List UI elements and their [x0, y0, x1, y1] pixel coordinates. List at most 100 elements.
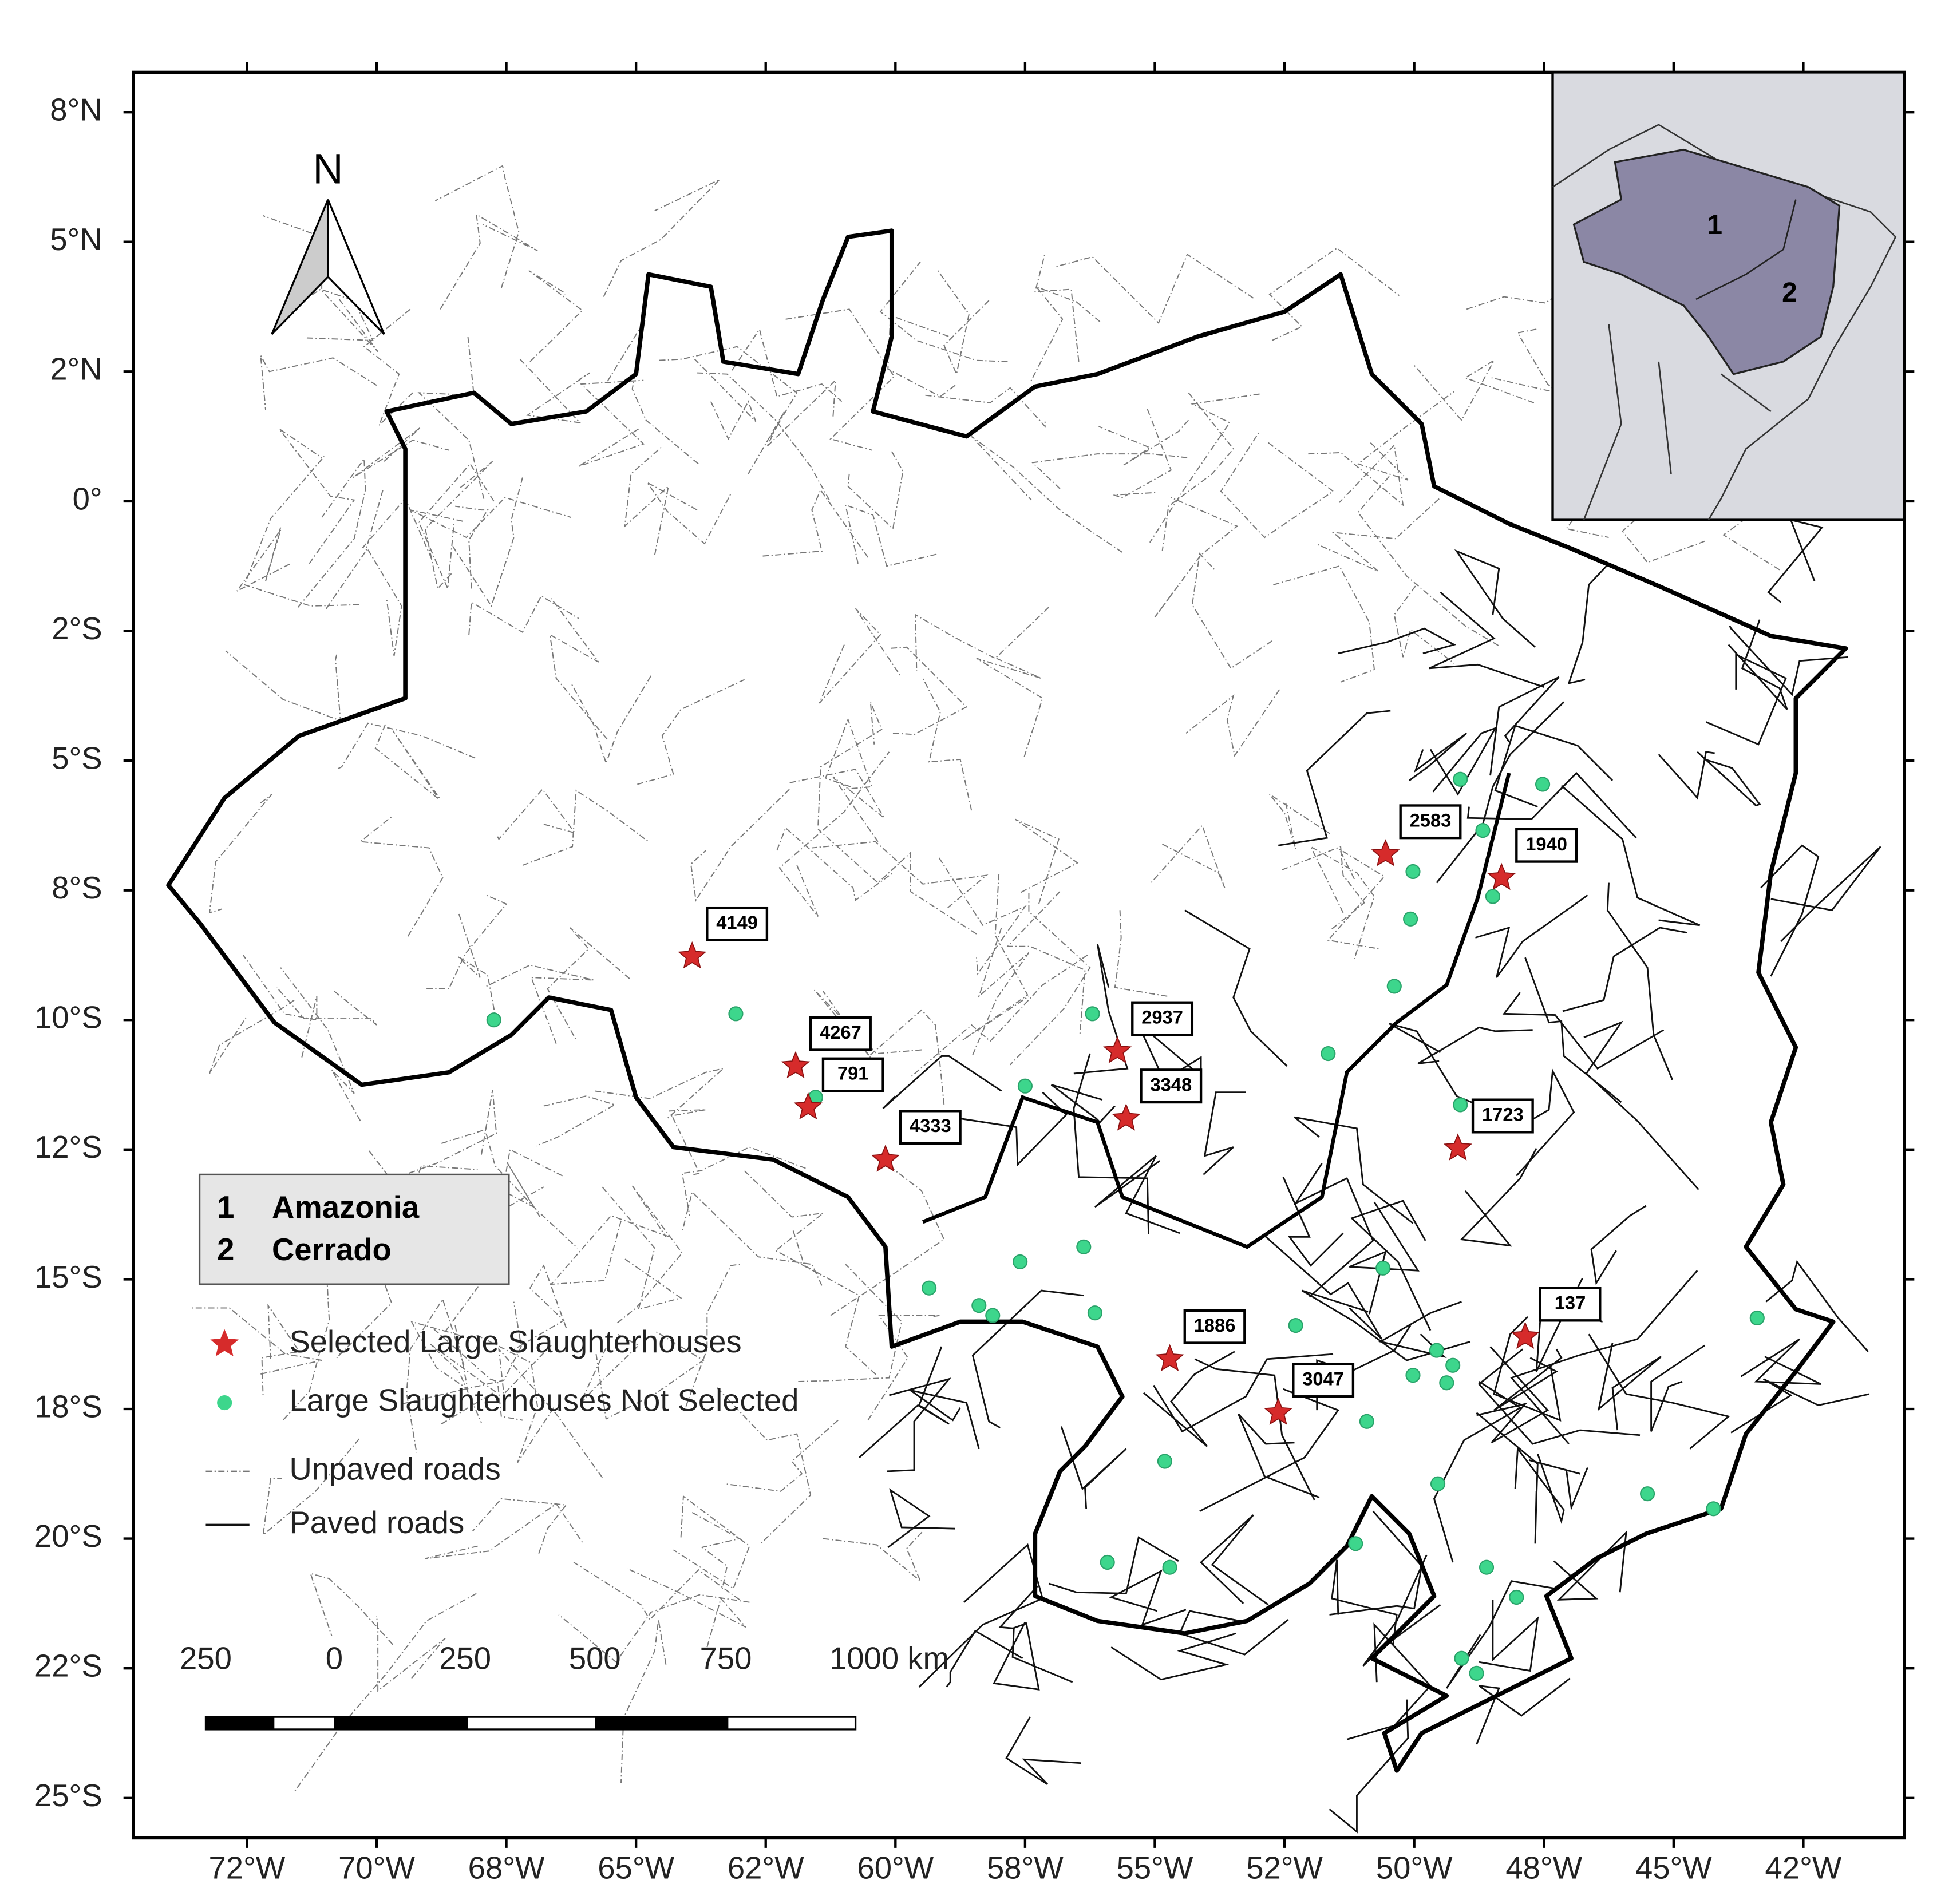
scale-label: 250 [180, 1641, 232, 1676]
selected-slaughterhouse [1487, 862, 1516, 890]
inset-label: 1 [1707, 210, 1722, 240]
inset-continent-lines [1552, 124, 1897, 521]
road [243, 955, 318, 1058]
road [691, 1511, 741, 1590]
other-slaughterhouse [1386, 979, 1402, 994]
slaughterhouse-label: 4267 [820, 1022, 861, 1043]
road [441, 1129, 578, 1249]
road [1010, 893, 1091, 1066]
road [1476, 1346, 1549, 1444]
road [1477, 1348, 1641, 1445]
lon-tick-label: 60°W [857, 1851, 934, 1886]
lon-tick-label: 58°W [987, 1851, 1064, 1886]
lat-tick-label: 8°S [52, 870, 102, 905]
lat-tick-label: 2°S [52, 611, 102, 646]
road [1493, 1348, 1563, 1411]
scale-bar-segment [205, 1717, 275, 1729]
slaughterhouse-label-box [1539, 1287, 1602, 1322]
roads [189, 165, 1881, 1834]
lon-tick-label: 48°W [1505, 1851, 1582, 1886]
road [294, 1593, 477, 1792]
slaughterhouse-label-box [1131, 1001, 1194, 1036]
road [486, 964, 594, 1044]
road [1528, 1459, 1588, 1511]
road [1562, 927, 1688, 1012]
road [830, 1158, 945, 1316]
slaughterhouse-label: 1940 [1525, 833, 1567, 854]
road [620, 1620, 667, 1783]
road [1315, 498, 1440, 572]
region-number: 1 [217, 1190, 234, 1225]
road [433, 1328, 523, 1421]
road [825, 718, 873, 790]
road [472, 1498, 568, 1554]
slaughterhouse-label-box [1471, 1098, 1534, 1134]
road [817, 702, 883, 826]
road [1149, 393, 1260, 543]
other-slaughterhouse [1749, 1310, 1765, 1326]
road [1293, 1163, 1374, 1297]
road [1740, 1338, 1821, 1385]
road [263, 215, 378, 353]
scale-bar-segment [595, 1717, 729, 1729]
road [1034, 253, 1080, 362]
road [1203, 1091, 1246, 1175]
region-name: Cerrado [272, 1232, 392, 1267]
road [778, 751, 890, 917]
road [424, 461, 493, 590]
road [276, 987, 377, 1026]
road [812, 841, 989, 908]
road [817, 829, 977, 935]
road [1264, 1235, 1383, 1340]
road [776, 827, 894, 901]
road [260, 355, 377, 410]
road [1590, 1205, 1647, 1286]
road [1433, 1380, 1522, 1563]
other-slaughterhouse [1017, 1078, 1033, 1094]
road [1493, 1316, 1562, 1422]
road [1200, 1514, 1269, 1606]
road [915, 607, 1049, 671]
slaughterhouse-label-box [899, 1110, 962, 1145]
slaughterhouse-label-box [1515, 828, 1578, 863]
selected-slaughterhouse [678, 941, 707, 969]
road [1524, 957, 1622, 1103]
road [406, 1298, 465, 1453]
road [1583, 1020, 1699, 1190]
road [1429, 726, 1497, 796]
road [1161, 392, 1235, 552]
road [1098, 419, 1189, 466]
other-slaughterhouse [1445, 1357, 1461, 1373]
selected-slaughterhouse [1371, 839, 1400, 866]
road [1622, 454, 1705, 563]
road [1705, 653, 1787, 746]
road [570, 675, 652, 765]
road [1476, 1677, 1571, 1745]
legend-star [210, 1329, 239, 1356]
north-label: N [313, 145, 343, 192]
road [455, 505, 489, 589]
road [279, 428, 355, 564]
road [673, 1495, 750, 1590]
other-slaughterhouse [1403, 911, 1418, 927]
road [440, 213, 538, 310]
other-slaughterhouse [1706, 1501, 1721, 1517]
scale-label: 500 [569, 1641, 621, 1676]
road [1429, 591, 1544, 688]
scale-label: 250 [439, 1641, 491, 1676]
road [886, 1377, 951, 1472]
road [1073, 943, 1129, 1075]
slaughterhouse-label: 791 [837, 1063, 869, 1084]
road [1489, 676, 1560, 776]
road [1728, 619, 1788, 710]
road [1273, 565, 1375, 683]
road [798, 1264, 903, 1383]
lon-tick-label: 65°W [598, 1851, 674, 1886]
road [1476, 1412, 1539, 1544]
other-slaughterhouse [1162, 1559, 1177, 1575]
road [1338, 627, 1457, 655]
road [512, 1264, 567, 1351]
selected-slaughterhouse [871, 1145, 900, 1172]
road [426, 894, 508, 989]
